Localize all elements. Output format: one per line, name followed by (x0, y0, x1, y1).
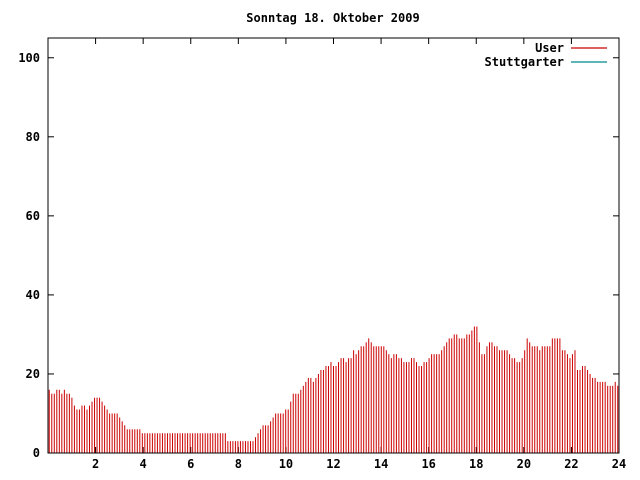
y-tick-label: 80 (26, 130, 40, 144)
x-tick-label: 12 (326, 457, 340, 471)
x-tick-label: 18 (469, 457, 483, 471)
chart-title: Sonntag 18. Oktober 2009 (246, 11, 419, 25)
x-tick-label: 4 (140, 457, 147, 471)
plot-area-border (47, 37, 620, 454)
x-tick-label: 24 (612, 457, 626, 471)
x-tick-label: 20 (517, 457, 531, 471)
y-tick-label: 20 (26, 367, 40, 381)
x-tick-label: 8 (235, 457, 242, 471)
legend-label-stuttgarter: Stuttgarter (485, 55, 564, 69)
x-tick-label: 6 (187, 457, 194, 471)
y-tick-labels: 0 20 40 60 80 100 (18, 51, 40, 460)
legend: User Stuttgarter (485, 41, 607, 69)
x-tick-label: 14 (374, 457, 388, 471)
y-tick-label: 0 (33, 446, 40, 460)
x-tick-labels: 2 4 6 8 10 12 14 16 18 20 22 24 (92, 457, 626, 471)
x-tick-label: 22 (564, 457, 578, 471)
legend-label-user: User (535, 41, 564, 55)
x-tick-label: 10 (279, 457, 293, 471)
y-tick-label: 40 (26, 288, 40, 302)
y-tick-label: 60 (26, 209, 40, 223)
y-tick-label: 100 (18, 51, 40, 65)
x-tick-label: 2 (92, 457, 99, 471)
bars (48, 326, 619, 453)
x-tick-label: 16 (421, 457, 435, 471)
